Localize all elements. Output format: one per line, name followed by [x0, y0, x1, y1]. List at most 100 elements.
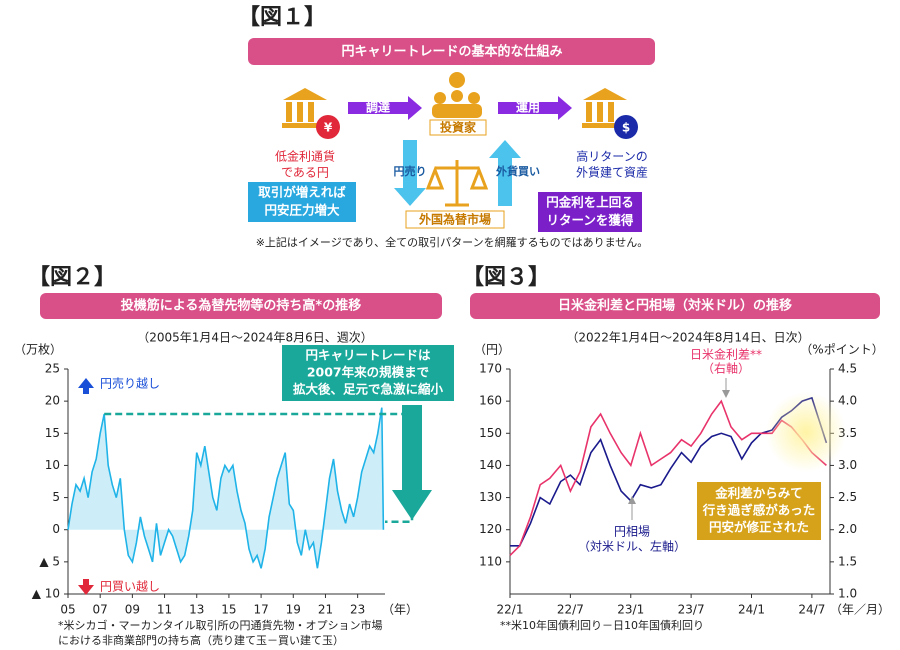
investor-icon [432, 72, 482, 118]
y-tick-label: 170 [479, 362, 502, 376]
arrow [348, 96, 422, 120]
reference [104, 412, 414, 523]
header: 【図３】 [462, 265, 550, 290]
bank-right [582, 88, 628, 128]
buy-label: 円買い越し [100, 580, 160, 594]
pressure: 円安圧力増大 [264, 203, 340, 218]
gain-box [538, 192, 642, 232]
down-arrow [394, 140, 426, 206]
x-tick-label: 23 [350, 603, 365, 617]
scale-icon [425, 160, 489, 207]
highlight [766, 392, 846, 472]
y2-tick-label: 2.5 [838, 490, 857, 504]
yen-icon [316, 115, 340, 139]
x-tick-label: 24/7 [798, 603, 825, 617]
y-label: （円） [474, 343, 510, 357]
title: 円キャリートレードの基本的な仕組み [341, 44, 562, 60]
down-icon [78, 579, 94, 595]
market-box [405, 210, 505, 229]
y2-label: （%ポイント） [800, 343, 883, 357]
x-tick-label: 21 [318, 603, 333, 617]
x-tick-label: 23/7 [678, 603, 705, 617]
gain: 円金利を上回る [546, 195, 634, 210]
x-tick-label: 19 [286, 603, 301, 617]
y2-tick-label: 1.0 [838, 587, 857, 601]
callout-box [282, 345, 454, 401]
callout: 2007年来の規模まで [307, 365, 429, 380]
up-icon [78, 378, 94, 394]
chart-title: 投機筋による為替先物等の持ち高*の推移 [121, 298, 361, 314]
yen-label: 円相場 [614, 525, 650, 539]
bank-left [282, 88, 328, 128]
y2-tick-label: 2.0 [838, 522, 857, 536]
callout-box [697, 482, 821, 540]
x-tick-label: 13 [189, 603, 204, 617]
invest: 運用 [516, 101, 540, 115]
line [67, 407, 385, 569]
x-tick-label: 15 [221, 603, 236, 617]
x-tick-label: 05 [60, 603, 75, 617]
y-tick-label: 160 [479, 394, 502, 408]
y2-tick-label: 4.0 [838, 394, 857, 408]
area [68, 407, 384, 569]
buy-fx: 外貨買い [495, 164, 540, 178]
y-tick-label: ▲ 10 [32, 587, 60, 601]
x-tick-label: 22/7 [557, 603, 584, 617]
y-tick-label: 130 [479, 490, 502, 504]
subtitle: （2022年1月4日～2024年8月14日、日次） [566, 331, 809, 345]
y2-tick-label: 4.5 [838, 362, 857, 376]
banner [470, 293, 880, 319]
x-tick-label: 11 [157, 603, 172, 617]
y-tick-label: 150 [479, 426, 502, 440]
y-tick-label: 10 [45, 458, 60, 472]
y-tick-label: 110 [479, 554, 502, 568]
dollar-icon [614, 115, 638, 139]
note: **米10年国債利回り－日10年国債利回り [500, 618, 704, 632]
header: 【図１】 [238, 5, 326, 30]
note: *米シカゴ・マーカンタイル取引所の円通貨先物・オプション市場 [58, 618, 383, 632]
low-rate: である円 [281, 166, 329, 180]
yen-axis: （対米ドル、左軸） [578, 539, 686, 554]
market: 外国為替市場 [419, 212, 491, 227]
subtitle: （2005年1月4日～2024年8月6日、週次） [137, 331, 373, 345]
x-tick-label: 09 [125, 603, 140, 617]
chart-title: 日米金利差と円相場（対米ドル）の推移 [558, 298, 792, 314]
y2-tick-label: 3.0 [838, 458, 857, 472]
drop-arrow [392, 405, 432, 520]
dollar-symbol: $ [622, 121, 630, 135]
callout: 円キャリートレードは [305, 348, 431, 363]
investor: 投資家 [440, 120, 477, 135]
x-unit: （年） [382, 603, 418, 617]
y-tick-label: 0 [52, 522, 60, 536]
sell-label: 円売り越し [100, 376, 160, 391]
note: ※上記はイメージであり、全ての取引パターンを網羅するものではありません。 [256, 235, 649, 249]
procure: 調達 [366, 100, 390, 115]
note: における非商業部門の持ち高（売り建て玉－買い建て玉） [58, 633, 344, 647]
callout: 拡大後、足元で急激に縮小 [293, 382, 444, 397]
x-unit: （年／月） [830, 603, 890, 617]
pressure-box [248, 182, 356, 222]
yen-symbol: ¥ [324, 121, 333, 135]
up-arrow [489, 140, 521, 206]
y-tick-label: ▲ 5 [39, 554, 60, 568]
callout: 金利差からみて [714, 486, 803, 501]
x-tick-label: 07 [93, 603, 108, 617]
x-tick-label: 17 [253, 603, 268, 617]
y-tick-label: 5 [52, 490, 60, 504]
y-tick-label: 25 [45, 362, 60, 376]
gain: リターンを獲得 [547, 213, 634, 228]
banner [40, 293, 442, 319]
y2-tick-label: 1.5 [838, 554, 857, 568]
x-tick-label: 23/1 [617, 603, 644, 617]
pressure: 取引が増えれば [258, 185, 346, 200]
x-tick-label: 24/1 [738, 603, 765, 617]
callout: 円安が修正された [709, 520, 809, 535]
y-label: （万枚） [14, 342, 62, 357]
figure1: 【図１】 円キャリートレードの基本的な仕組み ¥ 調達 投資家 運用 $ 低金利… [238, 5, 655, 249]
y-tick-label: 120 [479, 522, 502, 536]
y-tick-label: 15 [45, 426, 60, 440]
y-tick-label: 140 [479, 458, 502, 472]
spread-label: 日米金利差** [690, 347, 762, 362]
callout: 行き過ぎ感があった [702, 503, 816, 518]
